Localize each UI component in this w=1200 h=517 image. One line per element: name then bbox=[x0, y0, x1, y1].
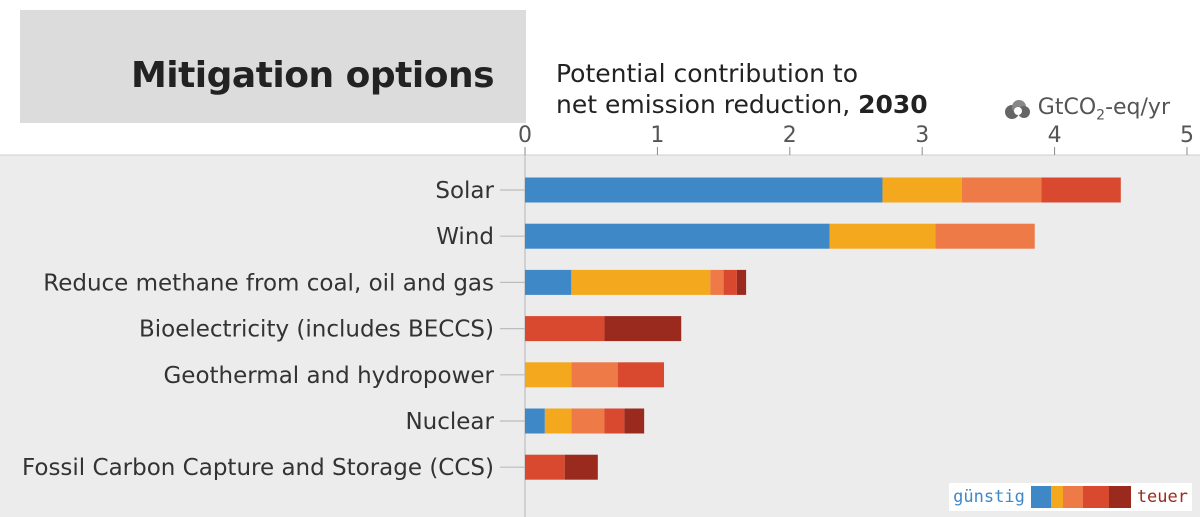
bar-segment bbox=[723, 269, 737, 295]
bar-segment bbox=[544, 408, 572, 434]
legend-high-label: teuer bbox=[1136, 487, 1188, 507]
unit-suffix: -eq/yr bbox=[1105, 95, 1170, 120]
bar-segment bbox=[1041, 177, 1121, 203]
category-label: Fossil Carbon Capture and Storage (CCS) bbox=[22, 455, 494, 481]
x-tick-label: 0 bbox=[518, 123, 532, 148]
x-tick-label: 4 bbox=[1048, 123, 1062, 148]
bar-segment bbox=[736, 269, 747, 295]
bar-segment bbox=[961, 177, 1042, 203]
bar-segment bbox=[525, 223, 830, 249]
bar-segment bbox=[604, 316, 682, 342]
subtitle-year: 2030 bbox=[858, 90, 928, 119]
bar-segment bbox=[571, 408, 605, 434]
subtitle-line-2-text: net emission reduction, bbox=[556, 90, 859, 119]
bar-segment bbox=[604, 408, 625, 434]
legend-low-label: günstig bbox=[953, 487, 1025, 507]
bar-segment bbox=[564, 454, 598, 480]
legend-swatch bbox=[1062, 486, 1083, 508]
bar-segment bbox=[525, 454, 565, 480]
page-title: Mitigation options bbox=[130, 55, 495, 96]
unit-text: GtCO2-eq/yr bbox=[1038, 95, 1170, 123]
category-label: Bioelectricity (includes BECCS) bbox=[139, 317, 494, 343]
unit-base: GtCO bbox=[1037, 95, 1097, 120]
cloud-icon bbox=[1004, 100, 1030, 120]
legend-swatch bbox=[1108, 486, 1131, 508]
category-label: Solar bbox=[435, 178, 494, 204]
bar-segment bbox=[571, 269, 711, 295]
bar-segment bbox=[525, 362, 572, 388]
category-label: Wind bbox=[436, 224, 494, 250]
chart-subtitle: Potential contribution to net emission r… bbox=[556, 58, 928, 120]
legend-swatch bbox=[1050, 486, 1063, 508]
subtitle-line-2: net emission reduction, 2030 bbox=[556, 89, 928, 120]
unit-label: GtCO2-eq/yr bbox=[1002, 95, 1170, 123]
bar-segment bbox=[882, 177, 962, 203]
bar-segment bbox=[571, 362, 618, 388]
x-tick-label: 5 bbox=[1180, 123, 1194, 148]
x-tick-label: 3 bbox=[915, 123, 929, 148]
bar-segment bbox=[710, 269, 724, 295]
x-tick-label: 2 bbox=[783, 123, 797, 148]
category-label: Nuclear bbox=[405, 409, 494, 435]
legend-swatch bbox=[1082, 486, 1109, 508]
x-tick-label: 1 bbox=[650, 123, 664, 148]
bar-segment bbox=[624, 408, 645, 434]
legend: günstig teuer bbox=[949, 483, 1192, 511]
category-label: Geothermal and hydropower bbox=[163, 363, 494, 389]
title-panel: Mitigation options bbox=[20, 10, 526, 123]
bar-segment bbox=[525, 408, 545, 434]
bar-segment bbox=[525, 269, 572, 295]
category-label: Reduce methane from coal, oil and gas bbox=[43, 270, 494, 296]
unit-subscript: 2 bbox=[1096, 107, 1106, 124]
bar-segment bbox=[829, 223, 936, 249]
legend-swatch bbox=[1030, 486, 1051, 508]
subtitle-line-1: Potential contribution to bbox=[556, 59, 859, 88]
bar-segment bbox=[617, 362, 665, 388]
legend-color-scale bbox=[1030, 486, 1131, 508]
bar-segment bbox=[525, 177, 883, 203]
bar-segment bbox=[935, 223, 1035, 249]
bar-segment bbox=[525, 316, 605, 342]
